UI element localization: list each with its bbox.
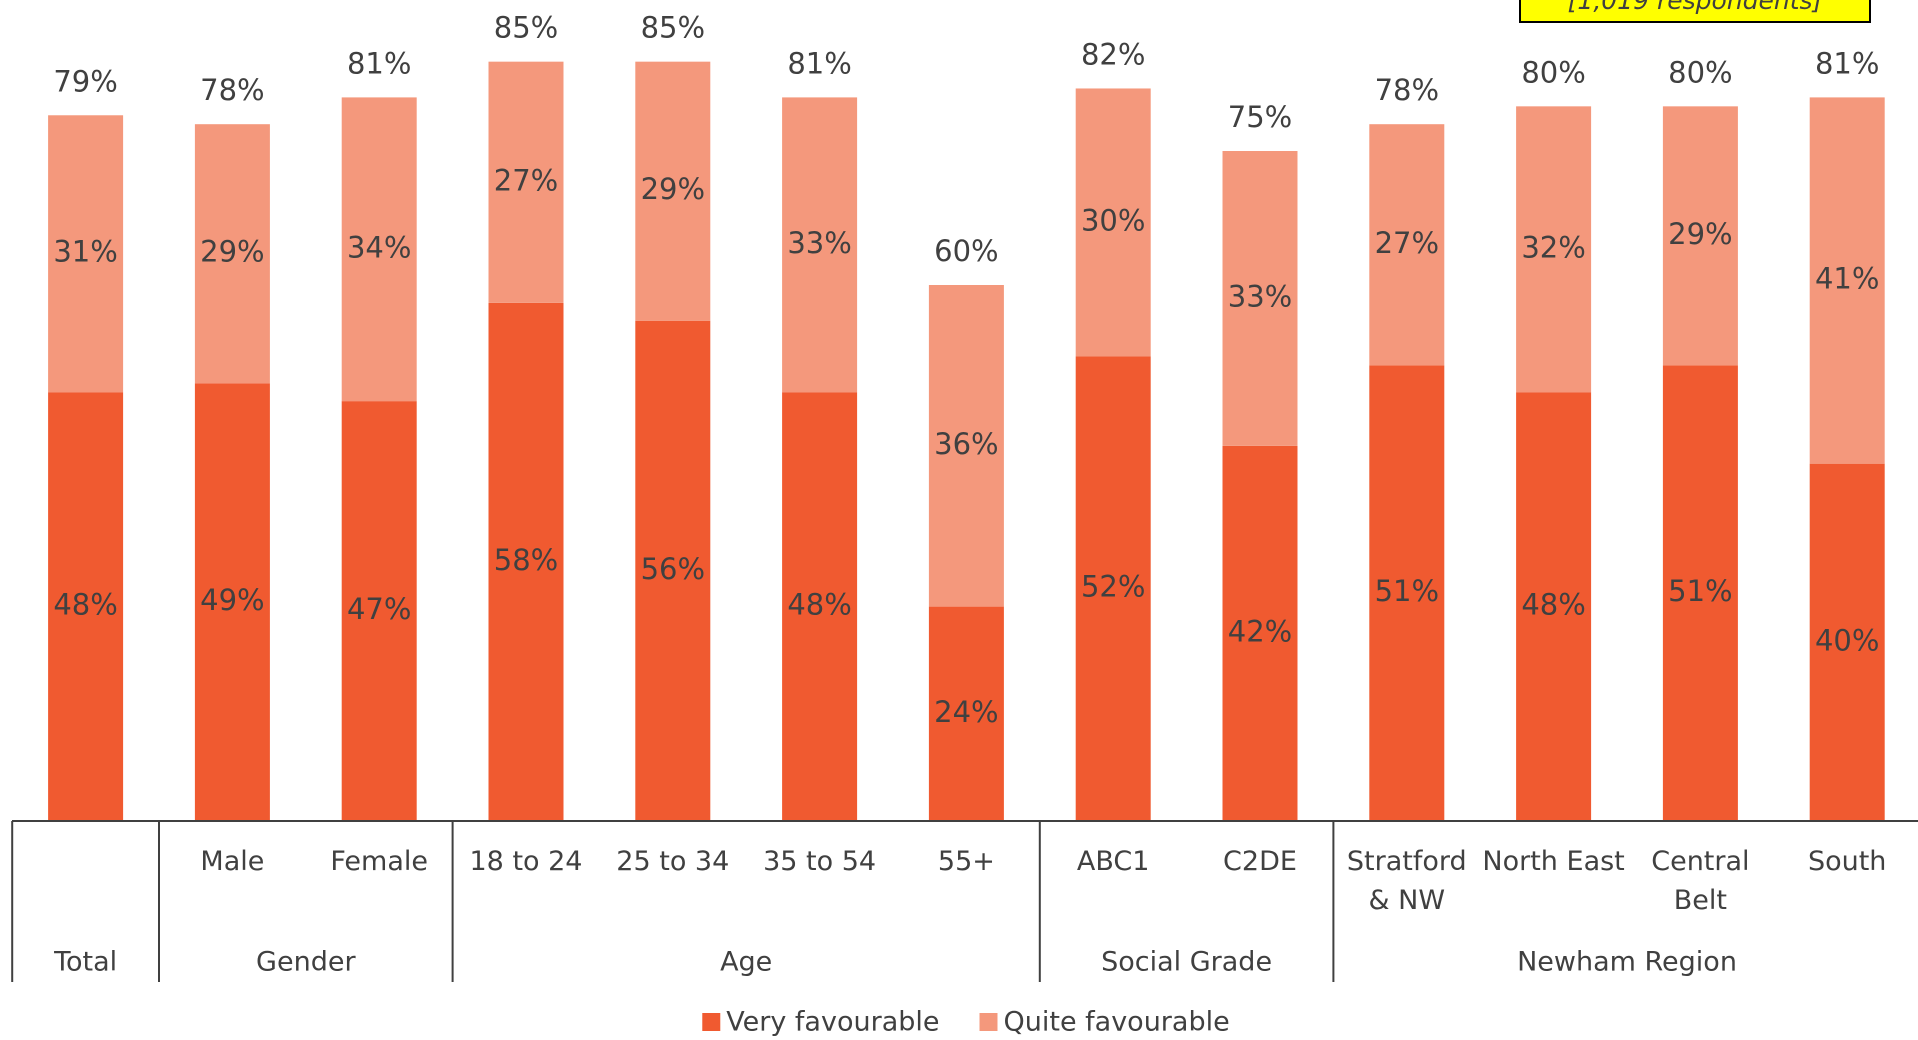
- total-label: 75%: [1228, 100, 1292, 134]
- x-tick-label: 55+: [937, 846, 995, 877]
- segment-label: 49%: [200, 583, 264, 617]
- segment-label: 58%: [494, 543, 558, 577]
- x-tick-label: Central Belt: [1651, 846, 1750, 916]
- bar-segment: [48, 115, 124, 393]
- annotation-box: [1519, 0, 1871, 23]
- bar-segment: [488, 302, 564, 821]
- segment-label: 29%: [641, 172, 705, 206]
- segment-label: 51%: [1668, 574, 1732, 608]
- total-label: 81%: [347, 46, 411, 80]
- bar-segment: [1516, 106, 1592, 393]
- bar-segment: [782, 97, 858, 393]
- total-label: 80%: [1668, 55, 1732, 89]
- segment-label: 30%: [1081, 203, 1145, 237]
- legend-label: Very favourable: [726, 1007, 939, 1038]
- x-tick-label: Female: [330, 846, 428, 877]
- segment-label: 24%: [934, 695, 998, 729]
- segment-label: 34%: [347, 230, 411, 264]
- segment-label: 41%: [1815, 262, 1879, 296]
- bar-segment: [1809, 97, 1885, 464]
- bar-segment: [341, 401, 417, 821]
- bar-segment: [635, 320, 711, 821]
- segment-label: 52%: [1081, 570, 1145, 604]
- segment-label: 51%: [1375, 574, 1439, 608]
- group-label: Total: [53, 947, 117, 978]
- total-label: 85%: [641, 11, 705, 45]
- bar-segment: [1809, 463, 1885, 821]
- total-label: 85%: [494, 11, 558, 45]
- segment-label: 27%: [1375, 226, 1439, 260]
- total-label: 79%: [53, 64, 117, 98]
- bar-segment: [1369, 365, 1445, 821]
- bar-segment: [1222, 445, 1298, 821]
- total-label: 80%: [1521, 55, 1585, 89]
- bar-segment: [1075, 356, 1151, 821]
- total-label: 78%: [1375, 73, 1439, 107]
- total-label: 81%: [787, 46, 851, 80]
- segment-label: 32%: [1521, 230, 1585, 264]
- bar-segment: [194, 124, 270, 384]
- x-tick-label: 25 to 34: [616, 846, 730, 877]
- segment-label: 31%: [53, 235, 117, 269]
- annotation: [1,019 respondents]: [1568, 0, 1823, 15]
- segment-label: 42%: [1228, 614, 1292, 648]
- bar-segment: [1075, 88, 1151, 357]
- segment-label: 33%: [787, 226, 851, 260]
- bar-segment: [635, 61, 711, 321]
- group-label: Age: [720, 947, 772, 978]
- x-tick-label: Stratford & NW: [1346, 846, 1467, 916]
- x-tick-label: North East: [1482, 846, 1625, 877]
- x-tick-label: South: [1807, 846, 1887, 877]
- bar-segment: [782, 392, 858, 821]
- segment-label: 29%: [1668, 217, 1732, 251]
- legend-swatch: [979, 1013, 998, 1031]
- segment-label: 48%: [53, 588, 117, 622]
- bar-segment: [1516, 392, 1592, 821]
- total-label: 78%: [200, 73, 264, 107]
- x-tick-label: ABC1: [1076, 846, 1150, 877]
- total-label: 81%: [1815, 46, 1879, 80]
- segment-label: 56%: [641, 552, 705, 586]
- segment-label: 40%: [1815, 623, 1879, 657]
- bar-segment: [1662, 365, 1738, 821]
- segment-label: 48%: [787, 588, 851, 622]
- segment-label: 47%: [347, 592, 411, 626]
- bar-segment: [928, 606, 1004, 821]
- bar-segment: [1369, 124, 1445, 366]
- total-label: 60%: [934, 234, 998, 268]
- group-label: Gender: [256, 947, 356, 978]
- bar-segment: [1662, 106, 1738, 366]
- x-tick-label: 18 to 24: [469, 846, 583, 877]
- segment-label: 29%: [200, 235, 264, 269]
- bar-segment: [1222, 151, 1298, 446]
- total-label: 82%: [1081, 37, 1145, 71]
- bar-segment: [48, 392, 124, 821]
- segment-label: 27%: [494, 163, 558, 197]
- segment-label: 36%: [934, 427, 998, 461]
- group-label: Social Grade: [1101, 947, 1272, 978]
- x-tick-label: C2DE: [1223, 846, 1297, 877]
- bar-segment: [928, 285, 1004, 607]
- x-tick-label: Male: [200, 846, 265, 877]
- segment-label: 33%: [1228, 279, 1292, 313]
- legend-swatch: [702, 1013, 721, 1031]
- bar-segment: [194, 383, 270, 821]
- segment-label: 48%: [1521, 588, 1585, 622]
- bar-segment: [341, 97, 417, 402]
- legend-label: Quite favourable: [1004, 1007, 1230, 1038]
- group-label: Newham Region: [1517, 947, 1737, 978]
- x-tick-label: 35 to 54: [763, 846, 877, 877]
- bar-segment: [488, 61, 564, 303]
